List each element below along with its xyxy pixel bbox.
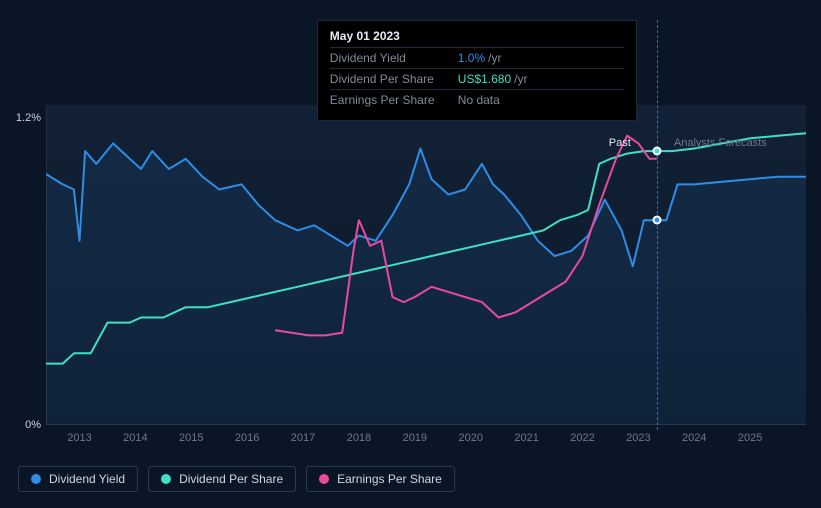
x-axis-tick: 2022	[570, 432, 594, 444]
tooltip-row-value: 1.0%/yr	[458, 51, 624, 65]
legend-swatch	[319, 474, 329, 484]
x-axis-tick: 2023	[626, 432, 650, 444]
x-axis-tick: 2021	[514, 432, 538, 444]
highlight-point-dividend_yield	[652, 216, 661, 225]
tooltip-row-value: No data	[458, 93, 624, 107]
legend-item[interactable]: Dividend Yield	[18, 466, 138, 492]
tooltip-row-label: Dividend Yield	[330, 51, 450, 65]
y-axis-tick: 1.2%	[16, 112, 41, 124]
legend-label: Earnings Per Share	[337, 472, 442, 486]
y-axis-tick: 0%	[25, 419, 41, 431]
tooltip-row: Earnings Per Share No data	[330, 89, 624, 110]
x-axis-tick: 2018	[347, 432, 371, 444]
legend-swatch	[161, 474, 171, 484]
highlight-point-dividend_per_share	[652, 147, 661, 156]
tooltip-row-value: US$1.680/yr	[458, 72, 624, 86]
x-axis-tick: 2016	[235, 432, 259, 444]
chart-legend: Dividend Yield Dividend Per Share Earnings…	[18, 466, 455, 492]
tooltip-row: Dividend Yield 1.0%/yr	[330, 47, 624, 68]
tooltip-row-label: Earnings Per Share	[330, 93, 450, 107]
x-axis-tick: 2017	[291, 432, 315, 444]
legend-item[interactable]: Earnings Per Share	[306, 466, 455, 492]
region-label: Analysts Forecasts	[674, 137, 767, 149]
dividend-chart: 2013 2014 2015 2016 2017 2018 2019 2020 2021 2022…	[0, 0, 821, 508]
legend-item[interactable]: Dividend Per Share	[148, 466, 296, 492]
tooltip-row: Dividend Per Share US$1.680/yr	[330, 68, 624, 89]
chart-tooltip: May 01 2023 Dividend Yield1.0%/yrDividen…	[317, 20, 637, 121]
x-axis-tick: 2025	[738, 432, 762, 444]
x-axis-tick: 2015	[179, 432, 203, 444]
legend-swatch	[31, 474, 41, 484]
x-axis-tick: 2024	[682, 432, 706, 444]
plot-area[interactable]	[46, 105, 806, 425]
legend-label: Dividend Yield	[49, 472, 125, 486]
x-axis-tick: 2019	[403, 432, 427, 444]
x-axis-tick: 2014	[123, 432, 147, 444]
tooltip-title: May 01 2023	[330, 29, 624, 43]
x-axis-tick: 2013	[67, 432, 91, 444]
tooltip-row-label: Dividend Per Share	[330, 72, 450, 86]
x-axis-tick: 2020	[458, 432, 482, 444]
legend-label: Dividend Per Share	[179, 472, 283, 486]
region-label: Past	[609, 137, 631, 149]
